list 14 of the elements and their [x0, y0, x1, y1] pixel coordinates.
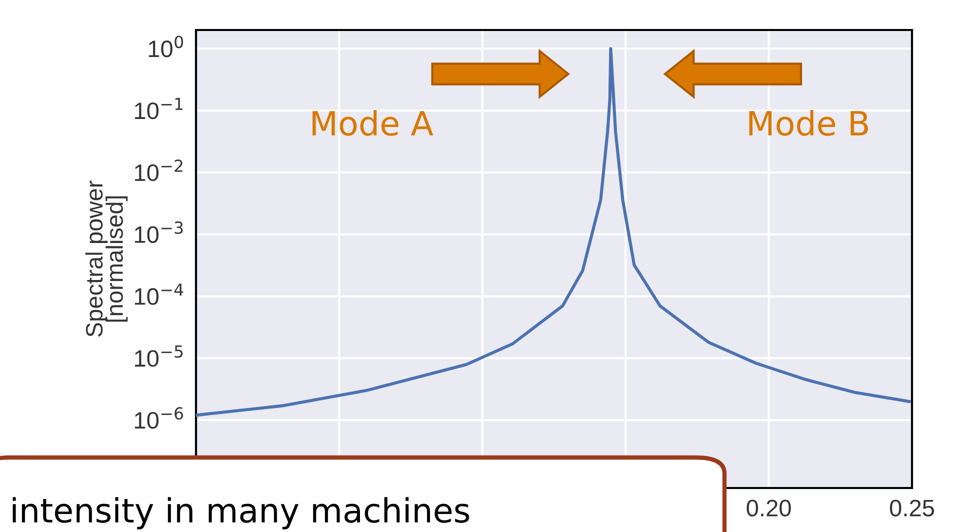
annotation: Mode A	[312, 110, 434, 136]
x-tick-label: 0.20	[746, 500, 791, 516]
y-axis-title: Spectral power [normalised]	[85, 180, 128, 337]
y-tick-label: 10$^{−5}$	[134, 345, 183, 367]
y-tick-label: 10$^{−4}$	[134, 284, 184, 305]
x-tick-label: 0.25	[890, 500, 934, 516]
y-tick-label: 10$^{−6}$	[134, 407, 183, 429]
text: intensity in many machines	[12, 497, 470, 530]
line-series	[196, 47, 911, 417]
annotation: Mode B	[749, 110, 868, 136]
y-tick-label: 10$^{−2}$	[134, 160, 182, 182]
y-tick-label: 10$^{−3}$	[134, 221, 183, 243]
y-tick-label: 10$^{0}$	[148, 36, 184, 58]
y-tick-label: 10$^{−1}$	[134, 98, 183, 120]
